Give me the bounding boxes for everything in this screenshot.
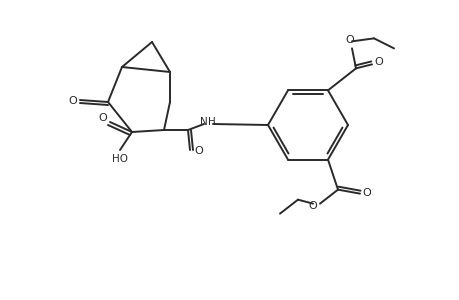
Text: O: O xyxy=(98,113,107,123)
Text: O: O xyxy=(345,35,353,45)
Text: O: O xyxy=(362,188,370,198)
Text: H: H xyxy=(207,117,215,127)
Text: HO: HO xyxy=(112,154,128,164)
Text: O: O xyxy=(68,96,77,106)
Text: N: N xyxy=(200,117,207,127)
Text: O: O xyxy=(194,146,203,156)
Text: O: O xyxy=(374,57,382,68)
Text: O: O xyxy=(308,201,317,211)
